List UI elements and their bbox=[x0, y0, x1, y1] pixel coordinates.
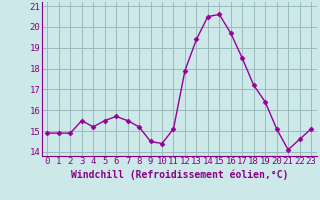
X-axis label: Windchill (Refroidissement éolien,°C): Windchill (Refroidissement éolien,°C) bbox=[70, 169, 288, 180]
